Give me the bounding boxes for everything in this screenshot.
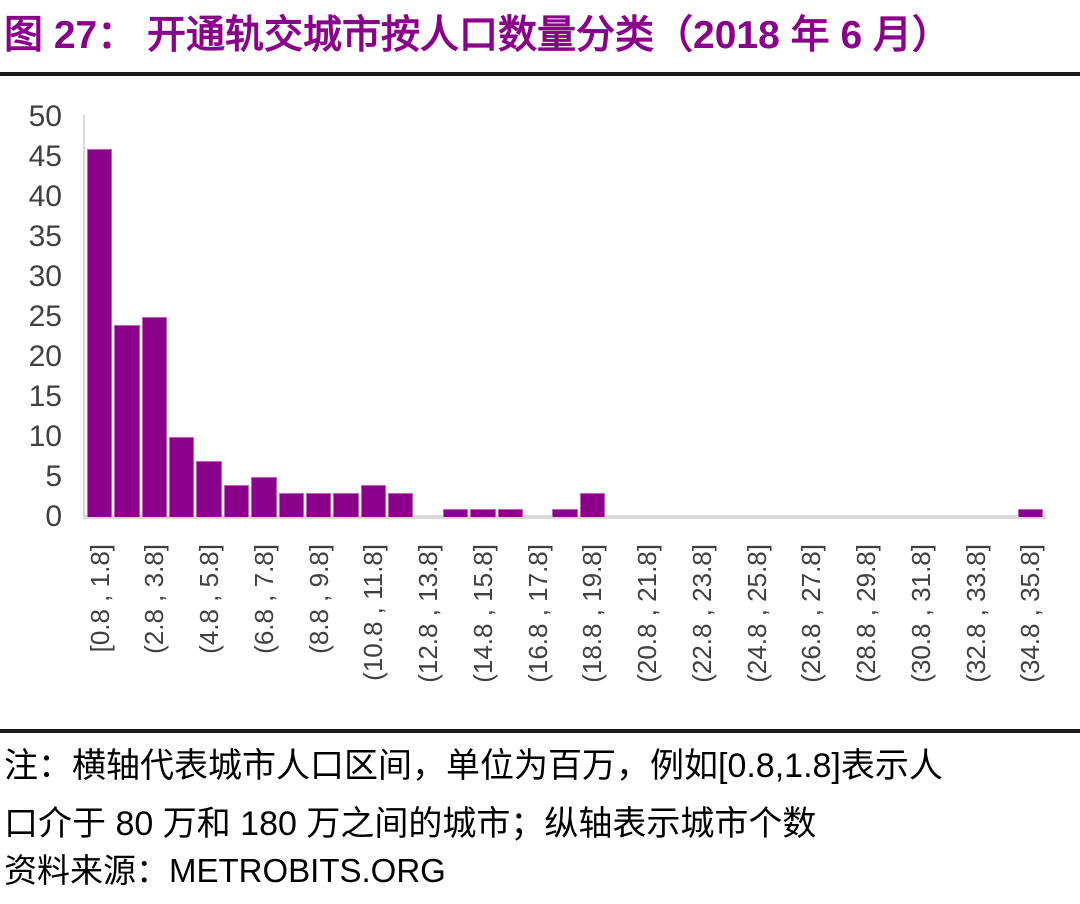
note-line-1: 注：横轴代表城市人口区间，单位为百万，例如[0.8,1.8]表示人	[4, 747, 943, 785]
histogram-bar	[196, 461, 222, 517]
x-tick-label: (6.8 , 7.8]	[248, 544, 279, 654]
histogram-bar	[251, 477, 277, 517]
note-divider	[0, 729, 1080, 733]
histogram-bar	[278, 493, 304, 517]
histogram-bar	[87, 149, 113, 517]
x-tick-label: (22.8 , 23.8]	[686, 544, 717, 683]
histogram-bar	[442, 509, 469, 517]
y-tick-label: 20	[28, 340, 62, 373]
x-tick-label: (20.8 , 21.8]	[632, 544, 663, 683]
plot-area	[86, 117, 1044, 517]
histogram-bar	[305, 493, 332, 517]
y-tick-label: 5	[45, 460, 62, 493]
histogram-bar	[470, 509, 496, 517]
histogram-bar	[1017, 509, 1043, 517]
y-tick-label: 0	[45, 500, 62, 533]
y-tick-label: 40	[28, 180, 62, 213]
figure-title: 图 27： 开通轨交城市按人口数量分类（2018 年 6 月）	[4, 14, 952, 57]
x-tick-label: [0.8 , 1.8]	[84, 544, 115, 653]
histogram-bar	[579, 493, 606, 517]
x-tick-label: (24.8 , 25.8]	[741, 544, 772, 683]
x-tick-label: (32.8 , 33.8]	[960, 544, 991, 683]
y-tick-label: 50	[28, 100, 62, 133]
note-line-2: 口介于 80 万和 180 万之间的城市；纵轴表示城市个数	[4, 805, 817, 843]
y-axis-line	[83, 115, 85, 517]
histogram-bar	[552, 509, 578, 517]
x-tick-label: (2.8 , 3.8]	[139, 544, 170, 654]
x-tick-label: (30.8 , 31.8]	[905, 544, 936, 683]
y-tick-label: 35	[28, 220, 62, 253]
histogram-bar	[223, 485, 250, 517]
population-histogram-chart: 0 5 10 15 20 25 30 35 40 45 50 [0.8 , 1.8] (2.8 , 3…	[0, 80, 1080, 725]
x-tick-label: (14.8 , 15.8]	[467, 544, 498, 683]
histogram-bar	[497, 509, 523, 517]
y-tick-label: 15	[28, 380, 62, 413]
x-tick-label: (18.8 , 19.8]	[577, 544, 608, 683]
title-divider	[0, 72, 1080, 76]
x-tick-label: (16.8 , 17.8]	[522, 544, 553, 683]
x-tick-label: (10.8 , 11.8]	[358, 544, 389, 681]
histogram-bar	[333, 493, 359, 517]
x-tick-label: (8.8 , 9.8]	[303, 544, 334, 654]
histogram-bar	[114, 325, 140, 517]
histogram-bar	[360, 485, 387, 517]
histogram-bar	[388, 493, 414, 517]
source-text: 资料来源：METROBITS.ORG	[4, 852, 446, 889]
x-tick-label: (28.8 , 29.8]	[851, 544, 882, 683]
x-tick-label: (4.8 , 5.8]	[194, 544, 225, 654]
histogram-bar	[141, 317, 168, 517]
histogram-bar	[169, 437, 195, 517]
x-tick-label: (34.8 , 35.8]	[1015, 544, 1046, 683]
y-tick-label: 10	[28, 420, 62, 453]
y-tick-label: 30	[28, 260, 62, 293]
y-tick-label: 45	[28, 140, 62, 173]
x-axis-line	[83, 515, 1046, 519]
note-text: 注：横轴代表城市人口区间，单位为百万，例如[0.8,1.8]表示人 口介于 80…	[4, 737, 1076, 853]
x-tick-label: (12.8 , 13.8]	[413, 544, 444, 683]
x-tick-label: (26.8 , 27.8]	[796, 544, 827, 683]
y-tick-label: 25	[28, 300, 62, 333]
